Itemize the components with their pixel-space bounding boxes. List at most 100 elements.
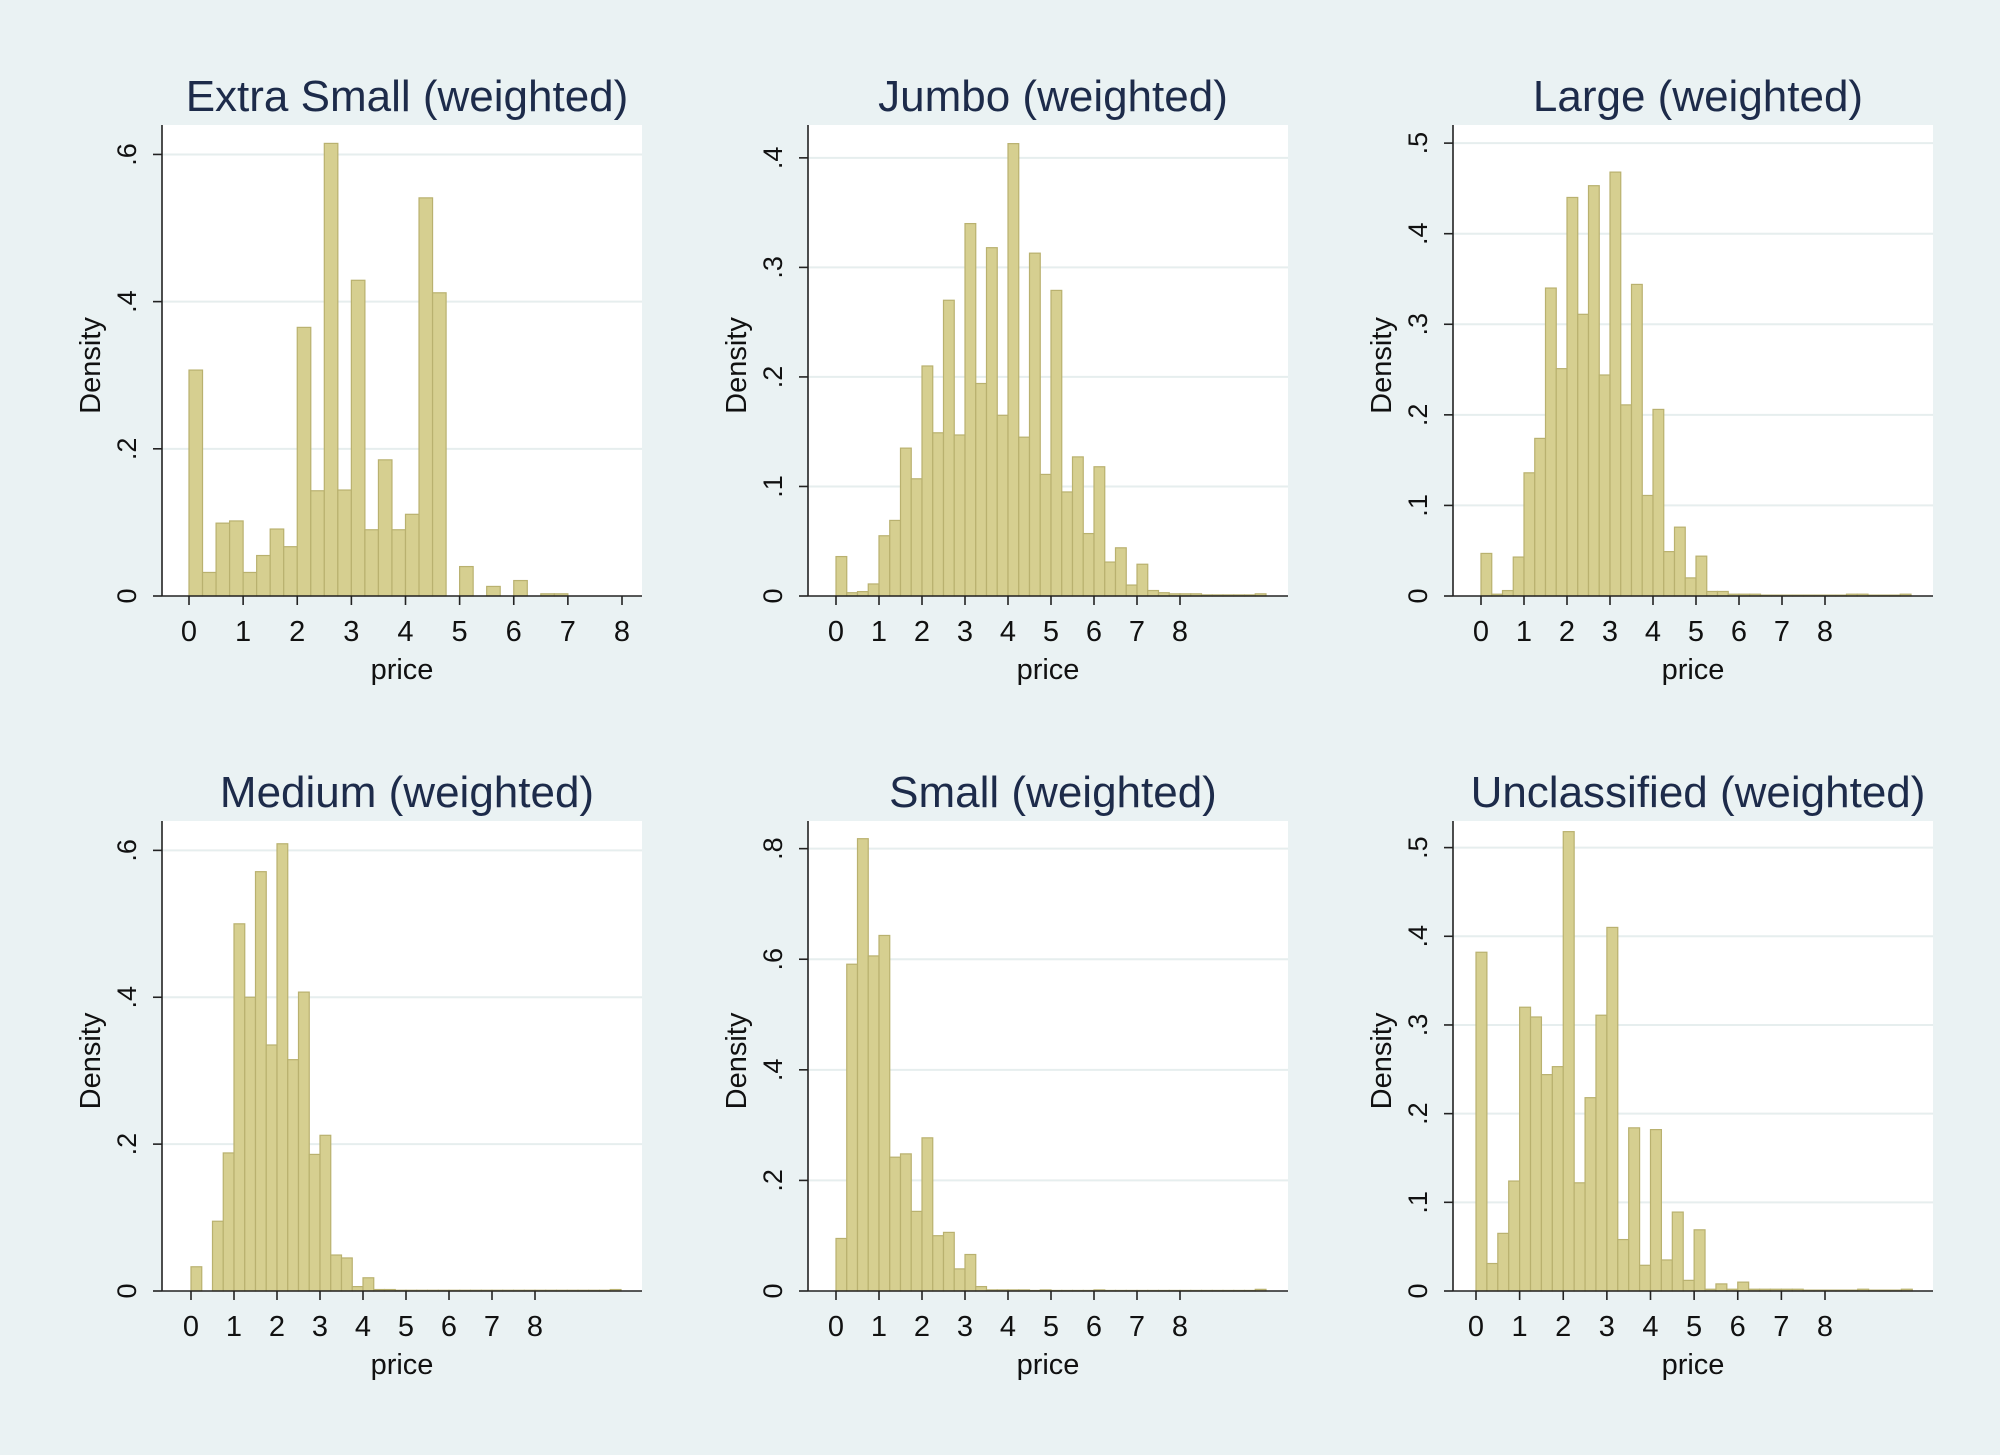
x-tick-label: 5: [398, 1311, 414, 1343]
y-axis-title: Density: [721, 1012, 753, 1109]
histogram-bar: [201, 571, 217, 597]
histogram-bar: [323, 142, 339, 597]
panel-title: Medium (weighted): [220, 768, 594, 817]
histogram-bar: [835, 1237, 848, 1292]
histogram-bar: [889, 1156, 902, 1292]
histogram-bar: [276, 843, 289, 1292]
y-tick-label: .4: [1403, 925, 1433, 948]
x-tick-label: 6: [1730, 1311, 1746, 1343]
histogram-bar: [932, 1235, 945, 1292]
x-tick-label: 2: [1559, 616, 1575, 648]
histogram-bar: [1486, 1262, 1499, 1292]
histogram-bar: [1540, 1074, 1553, 1292]
x-tick-label: 5: [1686, 1311, 1702, 1343]
histogram-bar: [1617, 1238, 1630, 1292]
x-axis-title: price: [371, 654, 434, 686]
panel-title: Small (weighted): [889, 768, 1217, 817]
histogram-bar: [254, 871, 267, 1292]
histogram-bar: [377, 459, 393, 597]
histogram-bar: [953, 434, 966, 597]
x-axis-title: price: [1017, 1349, 1080, 1381]
histogram-bar: [222, 1152, 235, 1292]
histogram-bar: [899, 447, 912, 597]
histogram-bar: [964, 1253, 977, 1292]
x-tick-label: 1: [226, 1311, 242, 1343]
histogram-bar: [1082, 532, 1095, 597]
histogram-bar: [404, 513, 420, 597]
x-tick-label: 1: [1512, 1311, 1528, 1343]
histogram-bar: [1577, 313, 1590, 597]
histogram-bar: [1652, 408, 1665, 597]
histogram-bar: [1649, 1129, 1663, 1292]
histogram-bar: [921, 1137, 934, 1292]
x-tick-label: 8: [527, 1311, 543, 1343]
y-tick-label: .5: [1403, 836, 1433, 859]
y-axis-title: Density: [75, 1012, 107, 1109]
histogram-bar: [1093, 466, 1106, 597]
histogram-bar: [1598, 374, 1611, 597]
y-tick-label: 0: [758, 588, 788, 603]
x-tick-label: 7: [560, 616, 576, 648]
histogram-bar: [297, 991, 310, 1292]
histogram-bar: [459, 565, 474, 597]
histogram-bar: [975, 382, 988, 597]
x-tick-label: 2: [269, 1311, 285, 1343]
x-tick-label: 6: [1086, 1311, 1102, 1343]
y-tick-label: .4: [112, 986, 142, 1009]
histogram-bar: [296, 326, 312, 597]
histogram-bar: [1684, 577, 1697, 597]
y-tick-label: .1: [1403, 494, 1433, 517]
histogram-bar: [513, 579, 528, 597]
y-tick-label: .4: [1403, 222, 1433, 245]
x-tick-label: 8: [1817, 616, 1833, 648]
y-tick-label: 0: [1403, 1283, 1433, 1298]
y-tick-label: 0: [112, 588, 142, 603]
histogram-bar: [1566, 196, 1579, 597]
histogram-bar: [1125, 584, 1138, 597]
histogram-bar: [1660, 1259, 1673, 1292]
y-tick-label: 0: [112, 1283, 142, 1298]
panel-title: Large (weighted): [1533, 72, 1863, 121]
histogram-bar: [233, 923, 246, 1292]
histogram-bar: [256, 554, 271, 597]
histogram-bar: [856, 838, 869, 1292]
histogram-bar: [330, 1254, 343, 1292]
histogram-bar: [1007, 143, 1020, 597]
histogram-bar: [1620, 404, 1633, 597]
histogram-bar: [1628, 1127, 1641, 1292]
histogram-bar: [350, 279, 366, 597]
histogram-bar: [867, 583, 880, 597]
histogram-bar: [1663, 551, 1676, 597]
x-tick-label: 5: [1688, 616, 1704, 648]
histogram-bar: [1609, 171, 1622, 597]
histogram-bar: [1737, 1281, 1750, 1292]
x-tick-label: 0: [183, 1311, 199, 1343]
x-axis-title: price: [371, 1349, 434, 1381]
histogram-bar: [244, 996, 257, 1292]
histogram-bar: [1673, 526, 1686, 597]
panel-6: 0.1.2.3.4.50 1 2 3 4 5 6 7 8priceDensityUnclassi…: [1366, 768, 1933, 1381]
x-axis-title: price: [1017, 654, 1080, 686]
x-tick-label: 6: [506, 616, 522, 648]
x-tick-label: 2: [1555, 1311, 1571, 1343]
x-tick-label: 7: [1129, 1311, 1145, 1343]
histogram-bar: [921, 365, 934, 597]
x-tick-label: 8: [1817, 1311, 1833, 1343]
x-tick-label: 7: [1129, 616, 1145, 648]
histogram-bar: [964, 222, 977, 597]
histogram-bar: [211, 1220, 224, 1292]
histogram-bar: [1551, 1066, 1564, 1292]
x-tick-label: 3: [1602, 616, 1618, 648]
x-tick-label: 8: [1172, 1311, 1188, 1343]
histogram-bar: [486, 585, 501, 597]
x-tick-label: 8: [1172, 616, 1188, 648]
x-tick-label: 5: [1043, 616, 1059, 648]
histogram-bar: [1501, 589, 1514, 597]
histogram-bar: [265, 1044, 278, 1292]
histogram-bar: [846, 963, 859, 1292]
histogram-bar: [188, 369, 204, 597]
histogram-bar: [1534, 437, 1547, 597]
